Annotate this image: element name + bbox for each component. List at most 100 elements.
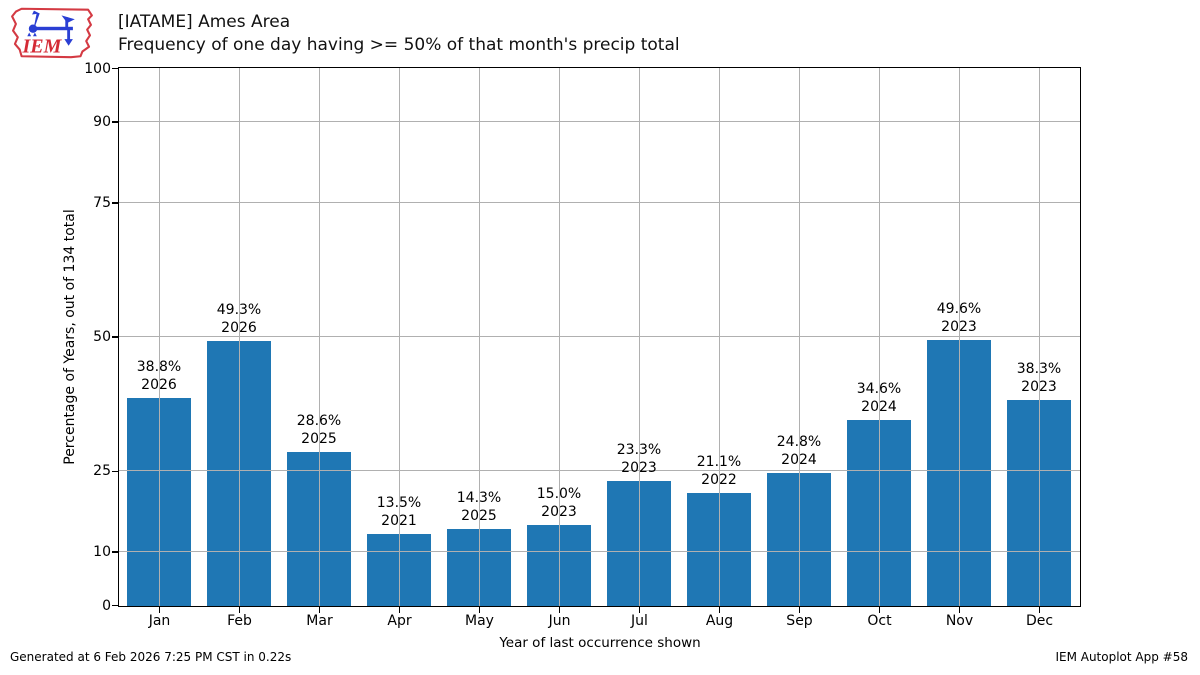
- y-tick-label: 25: [93, 463, 111, 480]
- bar-annotation: 24.8% 2024: [777, 433, 821, 469]
- bar-annotation: 34.6% 2024: [857, 380, 901, 416]
- bar-percent-label: 21.1%: [696, 453, 742, 470]
- x-tick-label: Jan: [148, 613, 171, 629]
- bar-percent-label: 15.0%: [536, 486, 582, 503]
- bar-annotation: 38.8% 2026: [137, 358, 181, 394]
- y-tick-label: 75: [93, 194, 111, 211]
- y-tick: [112, 551, 118, 553]
- y-tick-label: 0: [102, 597, 111, 614]
- bar-year-label: 2025: [301, 431, 337, 448]
- x-tick: [238, 607, 241, 613]
- bar-year-label: 2024: [781, 451, 817, 468]
- chart-title-block: [IATAME] Ames Area Frequency of one day …: [118, 11, 680, 57]
- x-tick-label: Mar: [306, 613, 333, 629]
- y-gridline: [119, 550, 1080, 552]
- bar-annotation: 28.6% 2025: [297, 412, 341, 448]
- weather-vane-icon: [27, 10, 75, 46]
- y-tick: [112, 121, 118, 123]
- bar-percent-label: 28.6%: [296, 413, 342, 430]
- x-gridline: [318, 68, 320, 606]
- x-tick-label: May: [465, 613, 494, 629]
- x-tick-label: Nov: [945, 613, 974, 629]
- y-tick-label: 100: [84, 60, 111, 77]
- footer-app-text: IEM Autoplot App #58: [1055, 650, 1188, 664]
- x-gridline: [958, 68, 960, 606]
- x-tick: [158, 607, 161, 613]
- bar-year-label: 2025: [461, 508, 497, 525]
- y-tick-label: 50: [93, 329, 111, 345]
- y-gridline: [119, 336, 1080, 337]
- y-tick: [112, 336, 118, 338]
- bar-year-label: 2026: [221, 320, 257, 337]
- x-tick: [318, 607, 321, 613]
- bar-percent-label: 24.8%: [776, 433, 822, 450]
- chart-subtitle: Frequency of one day having >= 50% of th…: [118, 35, 680, 55]
- x-tick: [718, 607, 721, 613]
- y-tick-label: 90: [93, 114, 111, 131]
- x-tick: [958, 607, 961, 613]
- x-tick-label: Jul: [631, 613, 648, 629]
- bar-percent-label: 38.3%: [1016, 361, 1062, 378]
- x-tick: [478, 607, 481, 613]
- x-gridline: [718, 68, 720, 606]
- y-tick: [112, 202, 118, 204]
- x-axis-label: Year of last occurrence shown: [499, 635, 701, 651]
- x-gridline: [238, 68, 240, 606]
- y-gridline: [119, 470, 1080, 472]
- iem-logo: IEM: [8, 4, 96, 61]
- bar-percent-label: 14.3%: [456, 490, 502, 507]
- x-tick: [638, 607, 641, 613]
- y-gridline: [119, 121, 1080, 123]
- bar-annotation: 49.3% 2026: [217, 301, 261, 337]
- x-gridline: [158, 68, 160, 606]
- x-tick: [798, 607, 801, 613]
- bar-annotation: 23.3% 2023: [617, 441, 661, 477]
- iem-logo-text: IEM: [22, 35, 63, 57]
- bar-percent-label: 34.6%: [856, 381, 902, 398]
- x-tick-label: Feb: [227, 613, 252, 629]
- x-tick-label: Oct: [867, 613, 892, 629]
- y-tick: [112, 604, 118, 607]
- x-tick: [558, 607, 561, 613]
- x-tick-label: Jun: [548, 613, 571, 629]
- bar-annotation: 38.3% 2023: [1017, 360, 1061, 396]
- y-gridline: [119, 201, 1080, 203]
- bar-annotation: 13.5% 2021: [377, 494, 421, 530]
- bar-percent-label: 38.8%: [136, 358, 182, 375]
- bar-percent-label: 23.3%: [616, 441, 662, 458]
- x-gridline: [478, 68, 480, 606]
- iowa-outline-shape: [11, 7, 93, 59]
- y-tick-label: 10: [93, 543, 111, 560]
- x-tick-label: Aug: [705, 613, 734, 629]
- x-gridline: [1038, 68, 1040, 606]
- bar-year-label: 2021: [381, 512, 417, 529]
- plot-area: 38.8% 2026 49.3% 2026 28.6% 2025 13.5% 2021 14.3…: [118, 67, 1081, 607]
- x-tick: [1038, 607, 1041, 613]
- bar-year-label: 2024: [861, 399, 897, 416]
- bar-annotation: 14.3% 2025: [457, 489, 501, 525]
- bar-year-label: 2026: [141, 376, 177, 393]
- x-gridline: [558, 68, 560, 606]
- bar-year-label: 2023: [541, 504, 577, 521]
- x-tick-label: Sep: [786, 613, 813, 629]
- x-tick-label: Dec: [1025, 613, 1054, 629]
- x-gridline: [798, 68, 800, 606]
- y-tick: [112, 470, 118, 472]
- x-tick: [398, 607, 401, 613]
- bar-year-label: 2022: [701, 471, 737, 488]
- bar-percent-label: 49.6%: [936, 300, 982, 317]
- iem-logo-graphic: IEM: [11, 7, 93, 59]
- y-tick: [112, 67, 118, 70]
- bar-year-label: 2023: [1021, 379, 1057, 396]
- bar-percent-label: 13.5%: [376, 494, 422, 511]
- chart-title: [IATAME] Ames Area: [118, 12, 291, 32]
- bar-annotation: 21.1% 2022: [697, 453, 741, 489]
- bar-annotation: 15.0% 2023: [537, 485, 581, 521]
- x-gridline: [398, 68, 400, 606]
- bar-percent-label: 49.3%: [216, 302, 262, 319]
- x-gridline: [878, 68, 880, 606]
- x-tick: [878, 607, 881, 613]
- x-gridline: [638, 68, 640, 606]
- footer-generated-text: Generated at 6 Feb 2026 7:25 PM CST in 0…: [10, 650, 292, 664]
- bar-year-label: 2023: [621, 459, 657, 476]
